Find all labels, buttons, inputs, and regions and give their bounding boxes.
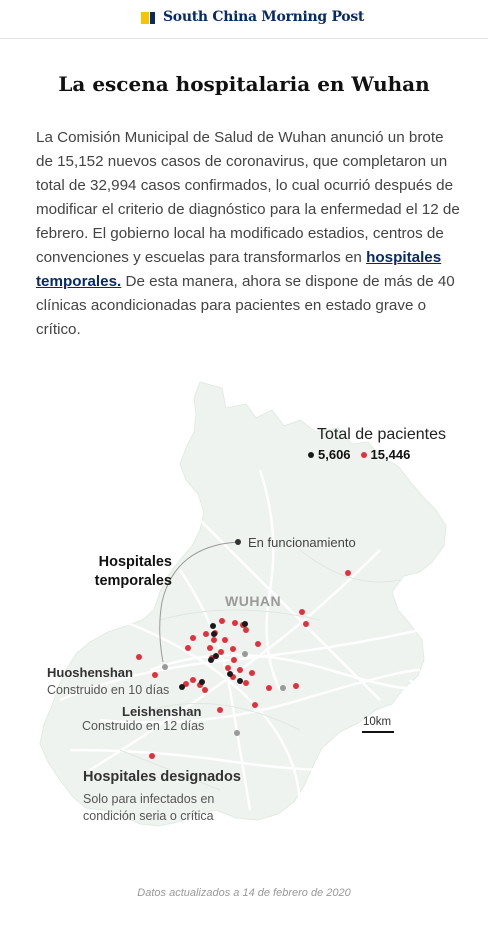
road-network	[59, 469, 421, 811]
hospital-site-marker	[280, 685, 286, 691]
hospital-site-marker	[234, 730, 240, 736]
temporary-hospital-marker	[211, 631, 217, 637]
designated-hospital-marker	[185, 645, 191, 651]
designated-hospital-marker	[237, 667, 243, 673]
designated-hospital-marker	[190, 677, 196, 683]
article-body: La Comisión Municipal de Salud de Wuhan …	[36, 126, 462, 342]
legend: 5,606 15,446	[308, 447, 410, 462]
hospital-site-marker	[162, 664, 168, 670]
scmp-logo-icon[interactable]	[141, 12, 155, 24]
city-label: WUHAN	[225, 593, 282, 609]
scale-bar-label: 10km	[363, 716, 392, 728]
temporary-hospitals-label: Hospitales temporales	[94, 554, 172, 589]
wuhan-land-shape	[39, 381, 447, 827]
designated-hospital-marker	[152, 672, 158, 678]
designated-hospital-marker	[203, 631, 209, 637]
brand-name[interactable]: South China Morning Post	[163, 9, 365, 25]
designated-hospital-marker	[218, 649, 224, 655]
designated-hospital-marker	[149, 753, 155, 759]
temporary-hospital-marker	[227, 671, 233, 677]
leishenshan-label: Leishenshan	[122, 704, 202, 719]
legend-designated-value: 15,446	[370, 447, 411, 462]
designated-hospital-marker	[202, 687, 208, 693]
designated-hospital-marker	[255, 641, 261, 647]
designated-hospitals-label: Hospitales designados	[83, 769, 241, 785]
designated-hospital-marker	[136, 654, 142, 660]
designated-hospital-marker	[219, 618, 225, 624]
legend-temporary-value: 5,606	[318, 447, 351, 462]
designated-hospital-marker	[190, 635, 196, 641]
designated-hospital-marker	[293, 683, 299, 689]
designated-legend-swatch	[360, 451, 367, 458]
designated-hospital-marker	[252, 702, 258, 708]
designated-hospital-marker	[243, 680, 249, 686]
functioning-marker	[235, 539, 241, 545]
hospital-site-marker	[242, 651, 248, 657]
temporary-hospital-marker	[210, 623, 216, 629]
designated-hospitals-note: Solo para infectados en condición seria …	[83, 792, 215, 823]
designated-hospital-marker	[303, 621, 309, 627]
temporary-hospital-marker	[242, 621, 248, 627]
huoshenshan-label: Huoshenshan	[47, 665, 133, 680]
temporary-hospitals-leader-line	[159, 541, 239, 663]
temporary-hospitals-link[interactable]: hospitales temporales.	[36, 249, 442, 290]
designated-hospital-marker	[345, 570, 351, 576]
wuhan-hospital-map: Total de pacientes 5,606 15,446 En funcio…	[0, 370, 488, 870]
body-text-before-link: La Comisión Municipal de Salud de Wuhan …	[36, 129, 460, 266]
designated-hospital-marker	[266, 685, 272, 691]
temporary-hospital-marker	[213, 653, 219, 659]
designated-hospital-marker	[230, 646, 236, 652]
huoshenshan-note: Construido en 10 días	[47, 683, 170, 697]
leishenshan-note: Construido en 12 días	[82, 719, 205, 733]
headline: La escena hospitalaria en Wuhan	[58, 72, 430, 96]
designated-hospital-marker	[299, 609, 305, 615]
temporary-hospital-marker	[199, 679, 205, 685]
designated-hospital-marker	[231, 657, 237, 663]
data-update-note: Datos actualizados a 14 de febrero de 20…	[137, 887, 351, 899]
designated-hospital-marker	[222, 637, 228, 643]
map-canvas	[39, 381, 447, 827]
hospital-markers	[136, 570, 351, 759]
designated-hospital-marker	[217, 707, 223, 713]
body-text-after-link: De esta manera, ahora se dispone de más …	[36, 273, 455, 338]
temporary-hospital-marker	[179, 684, 185, 690]
functioning-label: En funcionamiento	[248, 535, 356, 550]
temporary-hospital-marker	[237, 678, 243, 684]
designated-hospital-marker	[249, 670, 255, 676]
temporary-legend-swatch	[308, 451, 314, 458]
designated-hospital-marker	[243, 627, 249, 633]
temporary-hospital-marker	[208, 657, 214, 663]
designated-hospital-marker	[211, 637, 217, 643]
designated-hospital-marker	[232, 620, 238, 626]
designated-hospital-marker	[225, 665, 231, 671]
masthead: South China Morning Post	[0, 0, 488, 39]
legend-title: Total de pacientes	[317, 426, 446, 443]
district-borders	[119, 549, 401, 791]
designated-hospital-marker	[207, 645, 213, 651]
